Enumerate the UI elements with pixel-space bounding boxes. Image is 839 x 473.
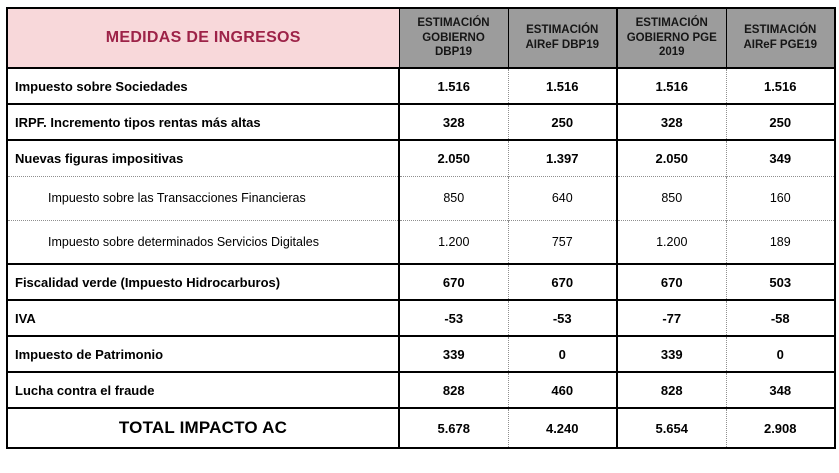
value-cell: 670	[616, 263, 726, 300]
value-cell: 670	[398, 263, 508, 300]
row-impuesto-sociedades: Impuesto sobre Sociedades 1.516 1.516 1.…	[7, 67, 835, 104]
value-cell: 349	[725, 139, 835, 176]
page: MEDIDAS DE INGRESOS ESTIMACIÓN GOBIERNO …	[6, 7, 836, 449]
ingresos-table: MEDIDAS DE INGRESOS ESTIMACIÓN GOBIERNO …	[6, 7, 836, 449]
column-header-airef-dbp19: ESTIMACIÓN AIReF DBP19	[507, 8, 617, 68]
column-header-gobierno-pge2019: ESTIMACIÓN GOBIERNO PGE 2019	[616, 8, 726, 68]
row-label: Impuesto de Patrimonio	[7, 335, 400, 372]
row-impuesto-patrimonio: Impuesto de Patrimonio 339 0 339 0	[7, 335, 835, 372]
value-cell: 5.678	[398, 407, 508, 448]
value-cell: 0	[725, 335, 835, 372]
row-label: Impuesto sobre determinados Servicios Di…	[7, 219, 400, 264]
row-iva: IVA -53 -53 -77 -58	[7, 299, 835, 336]
row-irpf-rentas-altas: IRPF. Incremento tipos rentas más altas …	[7, 103, 835, 140]
value-cell: 189	[725, 219, 835, 264]
value-cell: 348	[725, 371, 835, 408]
row-total-impacto: TOTAL IMPACTO AC 5.678 4.240 5.654 2.908	[7, 407, 835, 448]
row-nuevas-figuras: Nuevas figuras impositivas 2.050 1.397 2…	[7, 139, 835, 176]
row-label: IRPF. Incremento tipos rentas más altas	[7, 103, 400, 140]
value-cell: 328	[616, 103, 726, 140]
row-label: Impuesto sobre Sociedades	[7, 67, 400, 104]
value-cell: 850	[398, 175, 508, 220]
column-header-airef-pge19: ESTIMACIÓN AIReF PGE19	[725, 8, 835, 68]
value-cell: 850	[616, 175, 726, 220]
value-cell: -77	[616, 299, 726, 336]
value-cell: 460	[507, 371, 617, 408]
value-cell: 160	[725, 175, 835, 220]
value-cell: 1.516	[616, 67, 726, 104]
value-cell: 670	[507, 263, 617, 300]
value-cell: 339	[616, 335, 726, 372]
value-cell: -58	[725, 299, 835, 336]
value-cell: 828	[398, 371, 508, 408]
header-row: MEDIDAS DE INGRESOS ESTIMACIÓN GOBIERNO …	[7, 8, 835, 68]
value-cell: 1.397	[507, 139, 617, 176]
row-servicios-digitales: Impuesto sobre determinados Servicios Di…	[7, 219, 835, 264]
row-label: Lucha contra el fraude	[7, 371, 400, 408]
table-title: MEDIDAS DE INGRESOS	[7, 8, 399, 68]
value-cell: 2.050	[398, 139, 508, 176]
row-lucha-fraude: Lucha contra el fraude 828 460 828 348	[7, 371, 835, 408]
value-cell: 828	[616, 371, 726, 408]
value-cell: 328	[398, 103, 508, 140]
row-label: Impuesto sobre las Transacciones Financi…	[7, 175, 400, 220]
value-cell: 250	[725, 103, 835, 140]
value-cell: 2.908	[725, 407, 835, 448]
value-cell: 757	[507, 219, 617, 264]
value-cell: 0	[507, 335, 617, 372]
value-cell: 339	[398, 335, 508, 372]
value-cell: 2.050	[616, 139, 726, 176]
column-header-gobierno-dbp19: ESTIMACIÓN GOBIERNO DBP19	[398, 8, 508, 68]
value-cell: 1.516	[507, 67, 617, 104]
value-cell: 1.516	[398, 67, 508, 104]
row-label: IVA	[7, 299, 400, 336]
row-label: Nuevas figuras impositivas	[7, 139, 400, 176]
total-label: TOTAL IMPACTO AC	[7, 407, 400, 448]
value-cell: 503	[725, 263, 835, 300]
value-cell: -53	[507, 299, 617, 336]
row-label: Fiscalidad verde (Impuesto Hidrocarburos…	[7, 263, 400, 300]
value-cell: 1.516	[725, 67, 835, 104]
row-transacciones-financieras: Impuesto sobre las Transacciones Financi…	[7, 175, 835, 220]
value-cell: 640	[507, 175, 617, 220]
value-cell: 4.240	[507, 407, 617, 448]
value-cell: 5.654	[616, 407, 726, 448]
value-cell: 250	[507, 103, 617, 140]
value-cell: 1.200	[616, 219, 726, 264]
value-cell: -53	[398, 299, 508, 336]
value-cell: 1.200	[398, 219, 508, 264]
row-fiscalidad-verde: Fiscalidad verde (Impuesto Hidrocarburos…	[7, 263, 835, 300]
